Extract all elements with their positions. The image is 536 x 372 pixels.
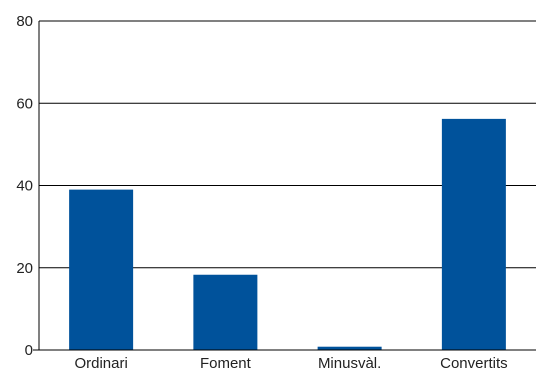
y-tick-label: 20 bbox=[16, 260, 33, 277]
x-tick-label: Convertits bbox=[440, 355, 508, 372]
bars bbox=[69, 118, 506, 350]
y-tick-labels: 0 20 40 60 80 bbox=[16, 13, 33, 359]
x-tick-label: Ordinari bbox=[74, 355, 127, 372]
y-tick-label: 80 bbox=[16, 13, 33, 30]
x-tick-labels: Ordinari Foment Minusvàl. Convertits bbox=[74, 355, 507, 372]
y-tick-label: 40 bbox=[16, 178, 33, 195]
bar-foment bbox=[193, 274, 258, 350]
axes bbox=[33, 21, 536, 351]
bar-minusv-l bbox=[317, 346, 382, 350]
bar-convertits bbox=[441, 118, 506, 350]
y-tick-label: 0 bbox=[25, 342, 33, 359]
x-tick-label: Foment bbox=[200, 355, 252, 372]
bar-ordinari bbox=[69, 189, 134, 350]
y-tick-label: 60 bbox=[16, 95, 33, 112]
x-tick-label: Minusvàl. bbox=[318, 355, 381, 372]
